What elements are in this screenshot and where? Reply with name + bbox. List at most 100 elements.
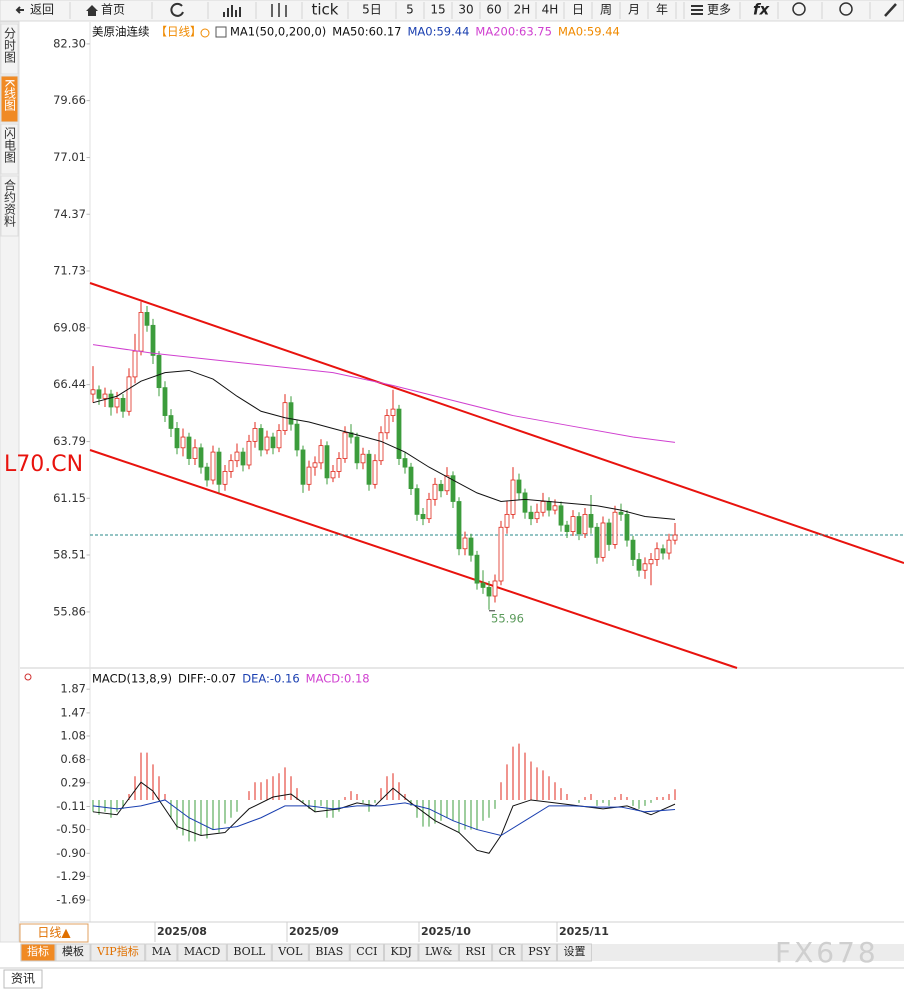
news-tab[interactable] xyxy=(3,969,43,989)
side-tab-label[interactable]: 分时图 xyxy=(3,27,17,63)
side-tab[interactable] xyxy=(0,123,19,175)
toolbar-home[interactable]: 首页 xyxy=(101,3,125,17)
bottom-tab-label[interactable]: VIP指标 xyxy=(96,944,139,958)
side-tab-label[interactable]: K线图 xyxy=(3,79,17,111)
bottom-tab-label[interactable]: PSY xyxy=(528,945,551,958)
icon-zoom-out[interactable] xyxy=(792,2,806,16)
toolbar-period[interactable]: 60 xyxy=(486,3,501,17)
candle-body xyxy=(108,393,114,408)
candle-body xyxy=(384,415,390,434)
bottom-tab[interactable] xyxy=(226,943,272,962)
y-tick-label: 77.01 xyxy=(53,150,86,164)
icon-zoom-in[interactable] xyxy=(839,2,853,16)
bottom-tab-label[interactable]: MACD xyxy=(184,945,221,958)
y-tick-label: 82.30 xyxy=(53,36,86,50)
side-tab[interactable] xyxy=(0,75,19,123)
candle-body xyxy=(222,471,228,485)
candle-body xyxy=(426,498,432,520)
candle-body xyxy=(546,501,552,511)
toolbar-period[interactable]: 周 xyxy=(600,3,612,17)
y-tick-label: 69.08 xyxy=(53,320,86,334)
candle-body xyxy=(564,524,570,532)
candle-body xyxy=(282,402,288,432)
x-tick-label: 2025/10 xyxy=(421,925,471,938)
candle-body xyxy=(198,447,204,468)
news-tab-label[interactable]: 资讯 xyxy=(11,972,35,986)
toolbar-more[interactable]: 更多 xyxy=(707,3,731,17)
candle-body xyxy=(588,513,594,528)
side-tab[interactable] xyxy=(0,175,19,237)
candle-body xyxy=(528,511,534,520)
candle-body xyxy=(642,563,648,571)
candle-body xyxy=(438,483,444,492)
toolbar-period[interactable]: 日 xyxy=(572,3,584,17)
side-tab-label[interactable]: 合约资料 xyxy=(3,178,17,227)
toolbar-tick[interactable]: tick xyxy=(312,1,339,19)
bottom-tab[interactable] xyxy=(271,943,309,962)
bottom-tab[interactable] xyxy=(383,943,419,962)
bottom-tab[interactable] xyxy=(521,943,557,962)
candle-body xyxy=(462,537,468,550)
candle-body xyxy=(360,453,366,464)
bottom-tab[interactable] xyxy=(177,943,227,962)
candle-body xyxy=(390,408,396,416)
candle-body xyxy=(672,534,678,541)
toolbar-period[interactable]: 2H xyxy=(514,3,531,17)
bottom-tab-label[interactable]: LW& xyxy=(425,945,453,958)
toolbar-period[interactable]: 30 xyxy=(458,3,473,17)
candle-body xyxy=(420,513,426,520)
toolbar-period[interactable]: 5日 xyxy=(362,3,382,17)
bottom-tab-label[interactable]: 指标 xyxy=(27,944,49,958)
candle-body xyxy=(660,548,666,554)
side-tab[interactable] xyxy=(0,23,19,75)
toolbar-period[interactable]: 15 xyxy=(430,3,445,17)
period-button[interactable] xyxy=(19,923,89,943)
bottom-tab-label[interactable]: BOLL xyxy=(233,945,266,958)
toolbar-period[interactable]: 月 xyxy=(628,3,640,17)
bottom-tab-label[interactable]: MA xyxy=(152,945,172,958)
indicator-line xyxy=(92,781,676,854)
chart-title: 美原油连续 xyxy=(92,25,150,39)
candle-body xyxy=(156,355,162,389)
bottom-tab-label[interactable]: BIAS xyxy=(315,945,343,958)
candle-body xyxy=(120,397,126,412)
bottom-tab[interactable] xyxy=(349,943,384,962)
bottom-tab[interactable] xyxy=(492,943,522,962)
toolbar-period[interactable]: 年 xyxy=(656,3,668,17)
candle-body xyxy=(270,436,276,449)
channel-upper xyxy=(89,282,904,564)
side-tab-label[interactable]: 闪电图 xyxy=(3,127,17,163)
bottom-tab[interactable] xyxy=(55,943,91,962)
candle-body xyxy=(318,445,324,464)
candle-body xyxy=(354,436,360,464)
bottom-tab[interactable] xyxy=(418,943,459,962)
bottom-tab-label[interactable]: RSI xyxy=(465,945,485,958)
bottom-tab-label[interactable]: KDJ xyxy=(390,945,411,958)
bottom-tab[interactable] xyxy=(556,943,592,962)
bottom-tab-label[interactable]: 设置 xyxy=(563,945,585,958)
bottom-tab-label[interactable]: CCI xyxy=(356,945,377,958)
bottom-tab[interactable] xyxy=(20,943,56,962)
bottom-tab-label[interactable]: 模板 xyxy=(62,944,84,958)
bottom-tab[interactable] xyxy=(308,943,350,962)
toolbar-period[interactable]: 5 xyxy=(406,3,414,17)
period-button-label[interactable]: 日线▲ xyxy=(37,926,71,940)
candle-body xyxy=(324,445,330,479)
candle-body xyxy=(192,447,198,459)
symbol-label: L70.CN xyxy=(4,452,83,477)
icon-candles xyxy=(271,3,287,17)
candle-body xyxy=(630,539,636,560)
toolbar-back[interactable]: 返回 xyxy=(30,3,54,17)
candle-body xyxy=(576,516,582,535)
candle-body xyxy=(144,312,150,326)
bottom-tab-label[interactable]: VOL xyxy=(277,945,303,958)
bottom-tab-label[interactable]: CR xyxy=(499,945,516,958)
bottom-tab[interactable] xyxy=(458,943,493,962)
bottom-tab[interactable] xyxy=(90,943,146,962)
candle-body xyxy=(606,522,612,545)
toolbar-period[interactable]: 4H xyxy=(542,3,559,17)
candle-body xyxy=(300,449,306,485)
bottom-tab[interactable] xyxy=(145,943,178,962)
candle-body xyxy=(450,475,456,502)
